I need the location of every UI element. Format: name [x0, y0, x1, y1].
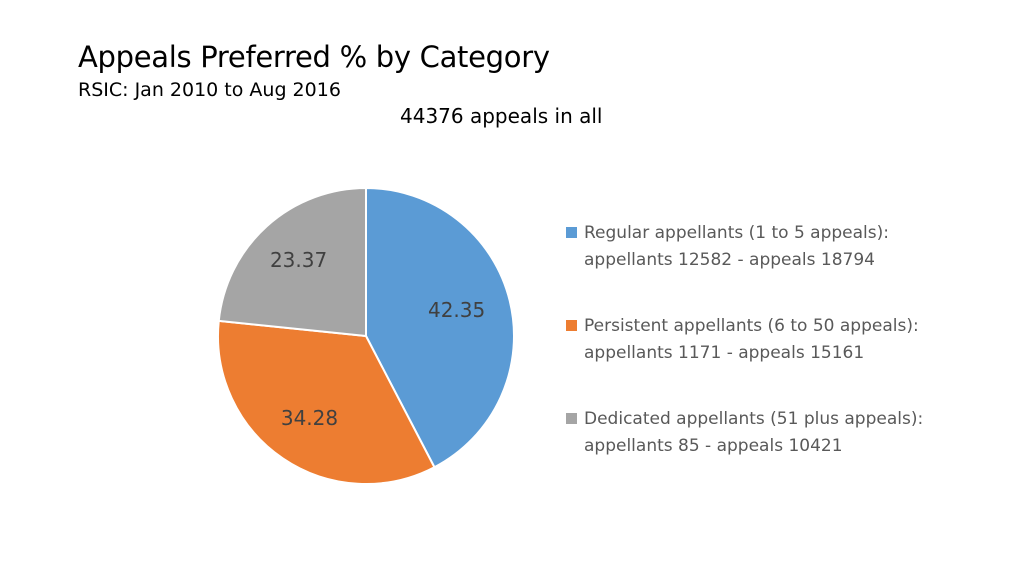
legend-label-regular: Regular appellants (1 to 5 appeals):: [584, 223, 889, 243]
legend-detail-regular: appellants 12582 - appeals 18794: [584, 250, 875, 270]
data-label-persistent: 34.28: [281, 406, 338, 430]
chart-legend: Regular appellants (1 to 5 appeals): app…: [566, 220, 986, 499]
pie-slice-persistent: [217, 319, 436, 485]
legend-item-regular: Regular appellants (1 to 5 appeals): app…: [566, 220, 986, 313]
legend-detail-persistent: appellants 1171 - appeals 15161: [584, 343, 865, 363]
pie-chart: 42.35 34.28 23.37: [217, 186, 515, 485]
data-label-regular: 42.35: [428, 298, 485, 322]
legend-text-persistent: Persistent appellants (6 to 50 appeals):…: [584, 313, 919, 367]
slide-subtitle: RSIC: Jan 2010 to Aug 2016: [78, 79, 341, 101]
pie-slice-dedicated: [217, 186, 367, 338]
legend-text-dedicated: Dedicated appellants (51 plus appeals): …: [584, 406, 923, 460]
legend-label-dedicated: Dedicated appellants (51 plus appeals):: [584, 409, 924, 429]
slide-title: Appeals Preferred % by Category: [78, 40, 550, 74]
pie-slice-regular: [365, 186, 515, 469]
legend-detail-dedicated: appellants 85 - appeals 10421: [584, 436, 843, 456]
data-label-dedicated: 23.37: [270, 248, 327, 272]
legend-swatch-persistent: [566, 320, 577, 331]
legend-label-persistent: Persistent appellants (6 to 50 appeals):: [584, 316, 919, 336]
legend-item-dedicated: Dedicated appellants (51 plus appeals): …: [566, 406, 986, 499]
legend-swatch-regular: [566, 227, 577, 238]
legend-swatch-dedicated: [566, 413, 577, 424]
legend-text-regular: Regular appellants (1 to 5 appeals): app…: [584, 220, 889, 274]
legend-item-persistent: Persistent appellants (6 to 50 appeals):…: [566, 313, 986, 406]
chart-title: 44376 appeals in all: [400, 104, 603, 128]
